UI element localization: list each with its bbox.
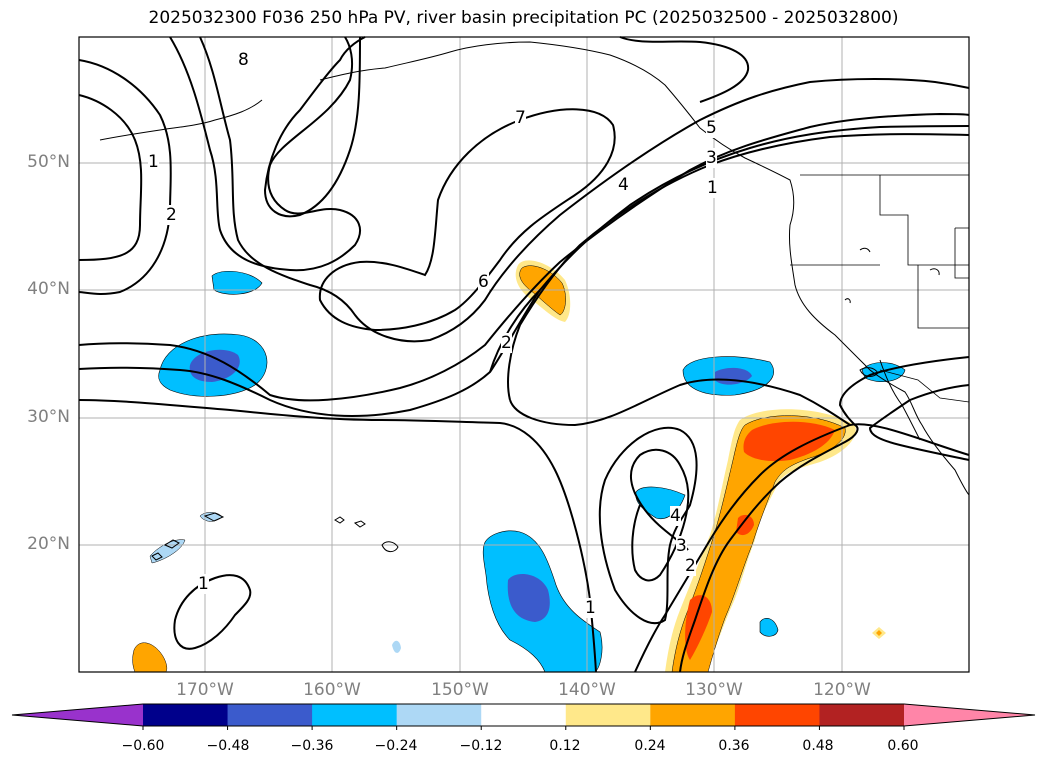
- pv-contours: [78, 36, 970, 673]
- colorbar: [11, 703, 1036, 730]
- colorbar-tick-label: 0.12: [549, 738, 581, 754]
- lat-label: 50°N: [27, 152, 70, 172]
- precip-shading: [132, 260, 906, 673]
- colorbar-segment: [143, 704, 229, 726]
- colorbar-tick-label: −0.60: [121, 738, 165, 754]
- lon-label: 140°W: [558, 680, 616, 700]
- lon-label: 160°W: [303, 680, 361, 700]
- lon-label: 150°W: [431, 680, 489, 700]
- colorbar-tick-label: 0.36: [718, 738, 750, 754]
- positive-anomaly-core: [132, 642, 168, 673]
- lon-label: 170°W: [176, 680, 234, 700]
- colorbar-segment: [734, 704, 820, 726]
- lat-label: 30°N: [27, 407, 70, 427]
- coastlines: [99, 41, 970, 561]
- negative-anomaly-area: [211, 270, 263, 295]
- negative-anomaly-area: [392, 640, 401, 653]
- colorbar-segment: [227, 704, 313, 726]
- colorbar-segment: [565, 704, 651, 726]
- positive-anomaly-core: [876, 630, 882, 636]
- negative-anomaly-area: [861, 362, 906, 383]
- colorbar-segment: [650, 704, 736, 726]
- positive-anomaly-core: [671, 415, 846, 673]
- map-title: 2025032300 F036 250 hPa PV, river basin …: [148, 8, 899, 28]
- colorbar-extend-max: [904, 704, 1035, 726]
- colorbar-tick-label: −0.12: [459, 738, 503, 754]
- colorbar-segment: [312, 704, 398, 726]
- colorbar-tick-label: 0.24: [634, 738, 666, 754]
- colorbar-extend-min: [12, 704, 143, 726]
- negative-anomaly-core: [507, 574, 550, 622]
- colorbar-segment: [481, 704, 567, 726]
- positive-anomaly-max: [736, 514, 754, 536]
- negative-anomaly-area: [759, 617, 779, 637]
- colorbar-tick-label: −0.36: [290, 738, 334, 754]
- colorbar-tick-label: 0.60: [887, 738, 919, 754]
- colorbar-tick-label: 0.48: [802, 738, 834, 754]
- lat-label: 20°N: [27, 534, 70, 554]
- positive-anomaly-max: [685, 595, 712, 660]
- colorbar-segment: [396, 704, 482, 726]
- plot-frame: [78, 36, 970, 673]
- lon-label: 120°W: [813, 680, 871, 700]
- lon-label: 130°W: [685, 680, 743, 700]
- positive-anomaly-max: [743, 421, 835, 462]
- colorbar-tick-label: −0.48: [206, 738, 250, 754]
- colorbar-tick-label: −0.24: [374, 738, 418, 754]
- political-borders: [790, 174, 970, 403]
- lat-label: 40°N: [27, 279, 70, 299]
- colorbar-segment: [819, 704, 905, 726]
